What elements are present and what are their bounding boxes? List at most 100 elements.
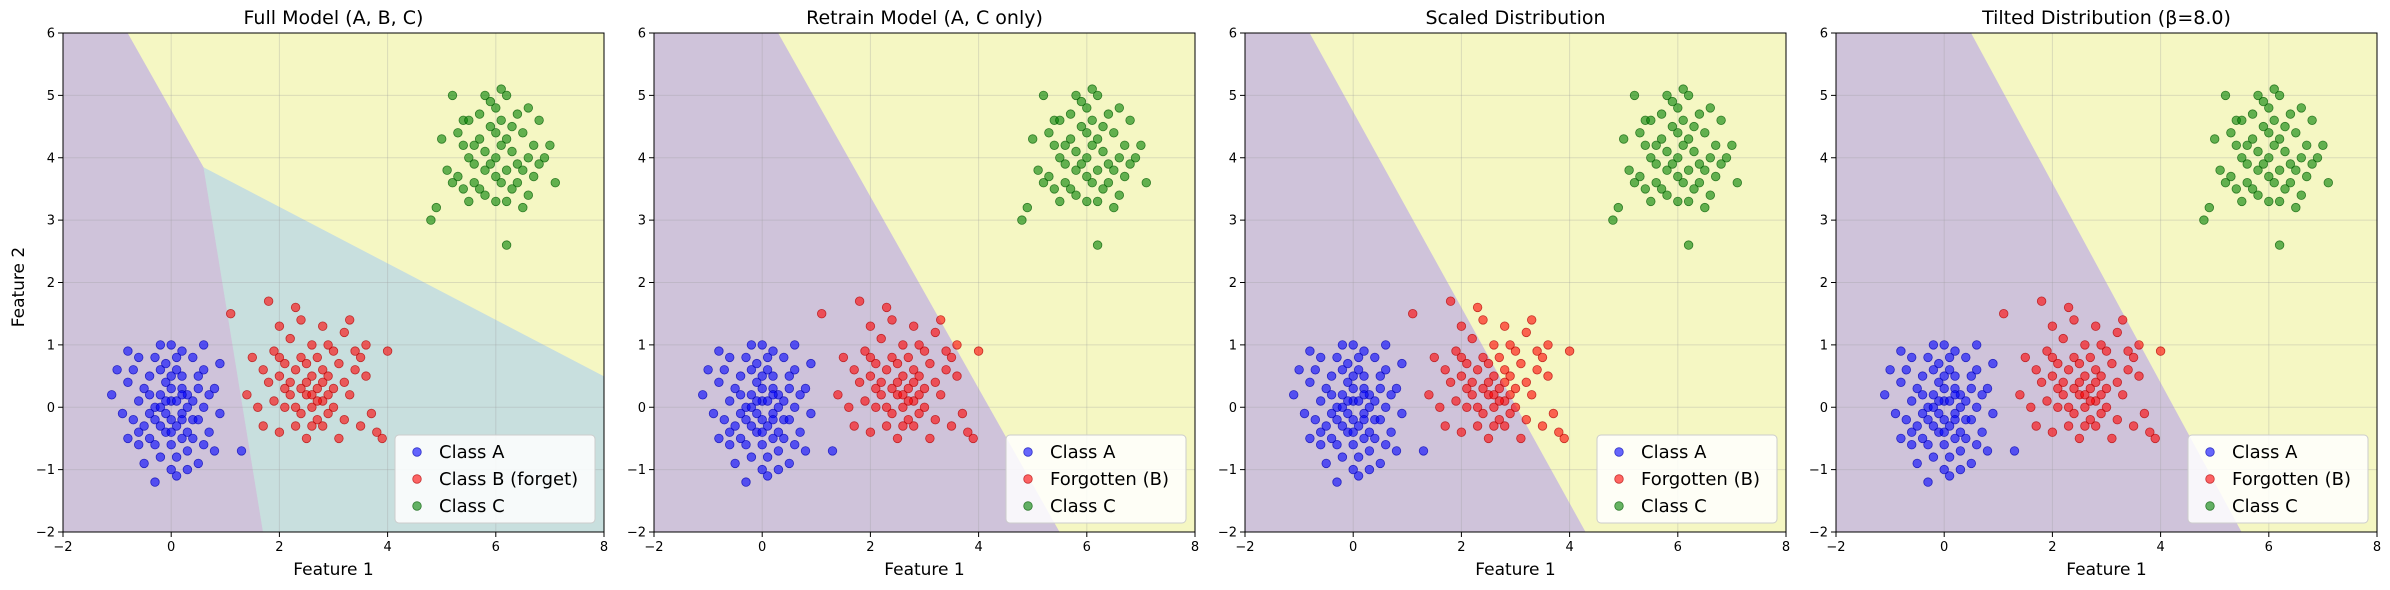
scatter-point — [1391, 383, 1402, 394]
scatter-point — [1505, 340, 1515, 350]
scatter-point — [2226, 128, 2236, 138]
y-tick-label: 2 — [1229, 276, 1237, 291]
scatter-point — [1119, 140, 1130, 151]
x-tick-label: 8 — [1782, 540, 1790, 555]
scatter-point — [1343, 358, 1353, 369]
scatter-point — [496, 140, 506, 151]
series-class-b — [225, 296, 393, 444]
scatter-point — [2107, 358, 2117, 369]
scatter-point — [2269, 177, 2279, 188]
scatter-point — [2215, 165, 2225, 175]
scatter-point — [1305, 433, 1315, 444]
scatter-point — [1380, 365, 1391, 375]
scatter-point — [1896, 346, 1906, 356]
scatter-point — [909, 421, 919, 431]
scatter-point — [1467, 333, 1477, 344]
scatter-point — [1071, 165, 1081, 175]
legend-label: Class C — [1050, 496, 1116, 517]
scatter-point — [1353, 471, 1364, 481]
scatter-point — [2090, 321, 2101, 331]
scatter-point — [1337, 365, 1348, 375]
scatter-point — [2080, 371, 2090, 381]
scatter-point — [1971, 402, 1982, 413]
scatter-point — [2237, 153, 2247, 163]
scatter-point — [128, 365, 139, 375]
scatter-point — [2150, 433, 2160, 444]
scatter-point — [382, 346, 393, 356]
scatter-point — [1700, 165, 1710, 175]
scatter-point — [703, 365, 713, 375]
scatter-point — [1348, 340, 1358, 350]
scatter-point — [1071, 190, 1081, 200]
scatter-point — [2117, 315, 2128, 325]
scatter-point — [1445, 296, 1456, 306]
x-tick-label: 0 — [758, 540, 766, 555]
scatter-point — [1640, 140, 1651, 151]
y-tick-label: 6 — [1820, 27, 1828, 42]
scatter-point — [1380, 402, 1391, 413]
scatter-point — [312, 396, 323, 406]
scatter-point — [139, 458, 149, 469]
series-class-a — [698, 340, 838, 487]
scatter-point — [171, 396, 182, 406]
scatter-point — [1934, 408, 1944, 419]
scatter-point — [725, 352, 735, 363]
scatter-point — [307, 371, 317, 381]
scatter-point — [1092, 240, 1103, 250]
scatter-point — [919, 402, 930, 413]
scatter-point — [1923, 415, 1933, 425]
scatter-point — [2247, 109, 2258, 119]
scatter-point — [1955, 427, 1966, 437]
scatter-point — [817, 309, 827, 319]
scatter-point — [1451, 396, 1461, 406]
scatter-point — [1662, 165, 1672, 175]
scatter-point — [1656, 134, 1667, 144]
scatter-point — [1689, 184, 1699, 194]
scatter-point — [177, 433, 187, 444]
scatter-point — [1359, 390, 1369, 400]
legend-marker — [2205, 501, 2215, 511]
scatter-point — [2253, 190, 2263, 200]
scatter-point — [1299, 408, 1310, 419]
scatter-point — [1651, 140, 1661, 151]
scatter-point — [1076, 121, 1087, 132]
scatter-point — [752, 408, 762, 419]
subplot-1: −2 0 2 4 6 8 −2 −1 0 1 2 3 4 5 6 Full Model (A, B, C) Fe… — [36, 7, 608, 580]
scatter-point — [1092, 90, 1103, 101]
scatter-point — [1526, 390, 1537, 400]
scatter-point — [887, 315, 897, 325]
scatter-point — [1103, 109, 1114, 119]
scatter-point — [339, 377, 350, 388]
subplot-3: −2 0 2 4 6 8 −2 −1 0 1 2 3 4 5 6 Scaled Distribution Fea… — [1218, 7, 1790, 580]
scatter-point — [1462, 402, 1472, 413]
scatter-point — [1494, 352, 1505, 363]
scatter-point — [1635, 171, 1645, 182]
scatter-point — [1370, 352, 1380, 363]
scatter-point — [898, 402, 908, 413]
scatter-point — [2269, 115, 2279, 126]
scatter-point — [204, 427, 214, 437]
scatter-point — [1087, 140, 1097, 151]
scatter-point — [1608, 215, 1618, 225]
scatter-point — [312, 415, 323, 425]
scatter-point — [485, 159, 496, 169]
scatter-point — [2069, 315, 2079, 325]
scatter-point — [719, 365, 730, 375]
x-tick-label: 0 — [1349, 540, 1357, 555]
scatter-point — [2242, 159, 2252, 169]
scatter-point — [2112, 415, 2123, 425]
scatter-point — [534, 159, 544, 169]
scatter-point — [1710, 140, 1721, 151]
scatter-point — [1662, 146, 1672, 157]
scatter-point — [844, 402, 854, 413]
scatter-point — [485, 121, 496, 132]
y-tick-label: 5 — [47, 89, 55, 104]
y-tick-label: 3 — [47, 214, 55, 229]
scatter-point — [1950, 390, 1960, 400]
legend-marker — [1023, 447, 1033, 457]
scatter-point — [1130, 153, 1141, 163]
scatter-point — [1939, 464, 1949, 475]
scatter-point — [161, 408, 171, 419]
scatter-point — [2264, 128, 2274, 138]
legend-label: Forgotten (B) — [1641, 469, 1760, 490]
